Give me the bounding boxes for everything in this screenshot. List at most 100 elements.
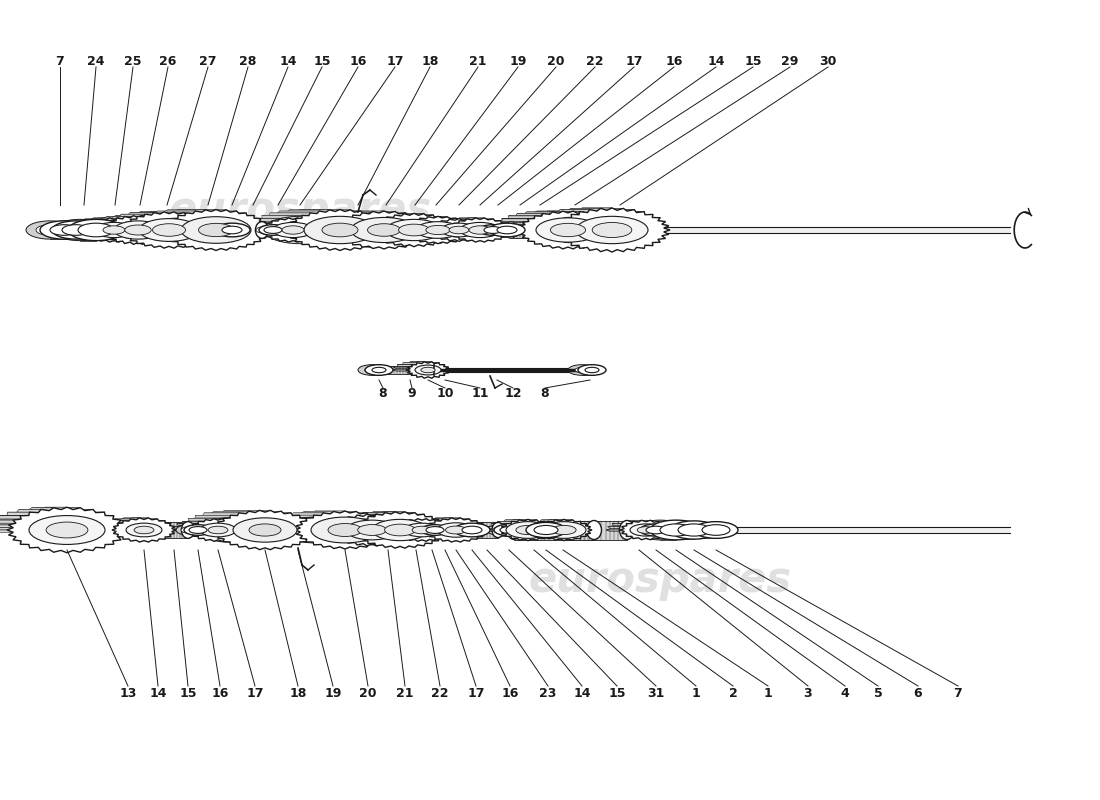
Polygon shape — [524, 526, 540, 529]
Polygon shape — [228, 529, 248, 530]
Polygon shape — [429, 222, 453, 225]
Polygon shape — [113, 519, 131, 521]
Polygon shape — [188, 228, 217, 230]
Polygon shape — [408, 217, 429, 218]
Ellipse shape — [536, 218, 600, 242]
Polygon shape — [246, 511, 284, 514]
Polygon shape — [408, 362, 425, 363]
Polygon shape — [271, 518, 307, 521]
Text: 3: 3 — [804, 687, 812, 700]
Polygon shape — [436, 219, 455, 220]
Polygon shape — [302, 223, 320, 226]
Polygon shape — [101, 523, 119, 526]
Polygon shape — [262, 215, 303, 218]
Polygon shape — [334, 522, 359, 525]
Polygon shape — [516, 214, 543, 216]
Polygon shape — [620, 520, 672, 540]
Polygon shape — [190, 525, 198, 526]
Polygon shape — [465, 523, 483, 526]
Ellipse shape — [493, 526, 512, 534]
Polygon shape — [50, 221, 64, 225]
Polygon shape — [387, 214, 414, 215]
Polygon shape — [680, 536, 694, 539]
Polygon shape — [397, 365, 412, 366]
Polygon shape — [343, 514, 367, 516]
Text: 29: 29 — [781, 55, 799, 68]
Polygon shape — [330, 513, 366, 514]
Polygon shape — [160, 213, 187, 215]
Polygon shape — [98, 226, 126, 228]
Polygon shape — [429, 217, 450, 218]
Ellipse shape — [365, 367, 380, 373]
Polygon shape — [150, 212, 178, 214]
Ellipse shape — [678, 524, 710, 536]
Polygon shape — [198, 518, 218, 520]
Polygon shape — [321, 211, 363, 214]
Polygon shape — [372, 373, 379, 375]
Polygon shape — [270, 521, 307, 522]
Polygon shape — [290, 219, 308, 221]
Polygon shape — [349, 225, 377, 226]
Text: 15: 15 — [745, 55, 761, 68]
Polygon shape — [320, 519, 341, 522]
Text: 14: 14 — [573, 687, 591, 700]
Ellipse shape — [576, 216, 648, 244]
Polygon shape — [147, 221, 166, 223]
Polygon shape — [524, 228, 560, 230]
Polygon shape — [627, 520, 646, 522]
Polygon shape — [486, 530, 504, 531]
Text: 1: 1 — [692, 687, 701, 700]
Polygon shape — [82, 229, 106, 230]
Polygon shape — [341, 211, 380, 213]
Text: 30: 30 — [820, 55, 837, 68]
Polygon shape — [0, 523, 16, 525]
Polygon shape — [228, 526, 246, 529]
Polygon shape — [358, 522, 390, 524]
Polygon shape — [125, 226, 167, 228]
Polygon shape — [433, 219, 450, 221]
Polygon shape — [240, 511, 282, 513]
Polygon shape — [394, 520, 409, 522]
Polygon shape — [227, 226, 270, 228]
Polygon shape — [320, 511, 356, 513]
Polygon shape — [222, 223, 232, 226]
Polygon shape — [277, 528, 317, 530]
Polygon shape — [566, 521, 627, 539]
Polygon shape — [97, 228, 126, 230]
Polygon shape — [120, 216, 143, 218]
Polygon shape — [378, 512, 405, 514]
Ellipse shape — [522, 526, 546, 534]
Ellipse shape — [346, 520, 398, 540]
Polygon shape — [179, 525, 220, 526]
Polygon shape — [518, 520, 537, 521]
Text: 25: 25 — [124, 55, 142, 68]
Polygon shape — [386, 525, 412, 526]
Ellipse shape — [304, 216, 376, 244]
Ellipse shape — [222, 226, 242, 234]
Polygon shape — [266, 524, 302, 526]
Polygon shape — [376, 517, 396, 519]
Polygon shape — [100, 216, 176, 244]
Polygon shape — [550, 519, 568, 521]
Polygon shape — [224, 510, 265, 512]
Ellipse shape — [311, 517, 379, 543]
Polygon shape — [310, 528, 336, 530]
Polygon shape — [91, 221, 111, 223]
Ellipse shape — [640, 526, 660, 534]
Polygon shape — [358, 219, 381, 222]
Polygon shape — [295, 511, 395, 549]
Text: 17: 17 — [625, 55, 642, 68]
Ellipse shape — [198, 223, 233, 237]
Polygon shape — [315, 522, 338, 525]
Polygon shape — [612, 524, 627, 526]
Ellipse shape — [46, 522, 88, 538]
Polygon shape — [431, 367, 449, 369]
Polygon shape — [497, 223, 507, 226]
Ellipse shape — [36, 225, 64, 235]
Ellipse shape — [684, 525, 712, 535]
Text: 5: 5 — [873, 687, 882, 700]
Ellipse shape — [189, 526, 207, 534]
Polygon shape — [419, 521, 435, 523]
Polygon shape — [315, 511, 350, 513]
Polygon shape — [680, 521, 694, 524]
